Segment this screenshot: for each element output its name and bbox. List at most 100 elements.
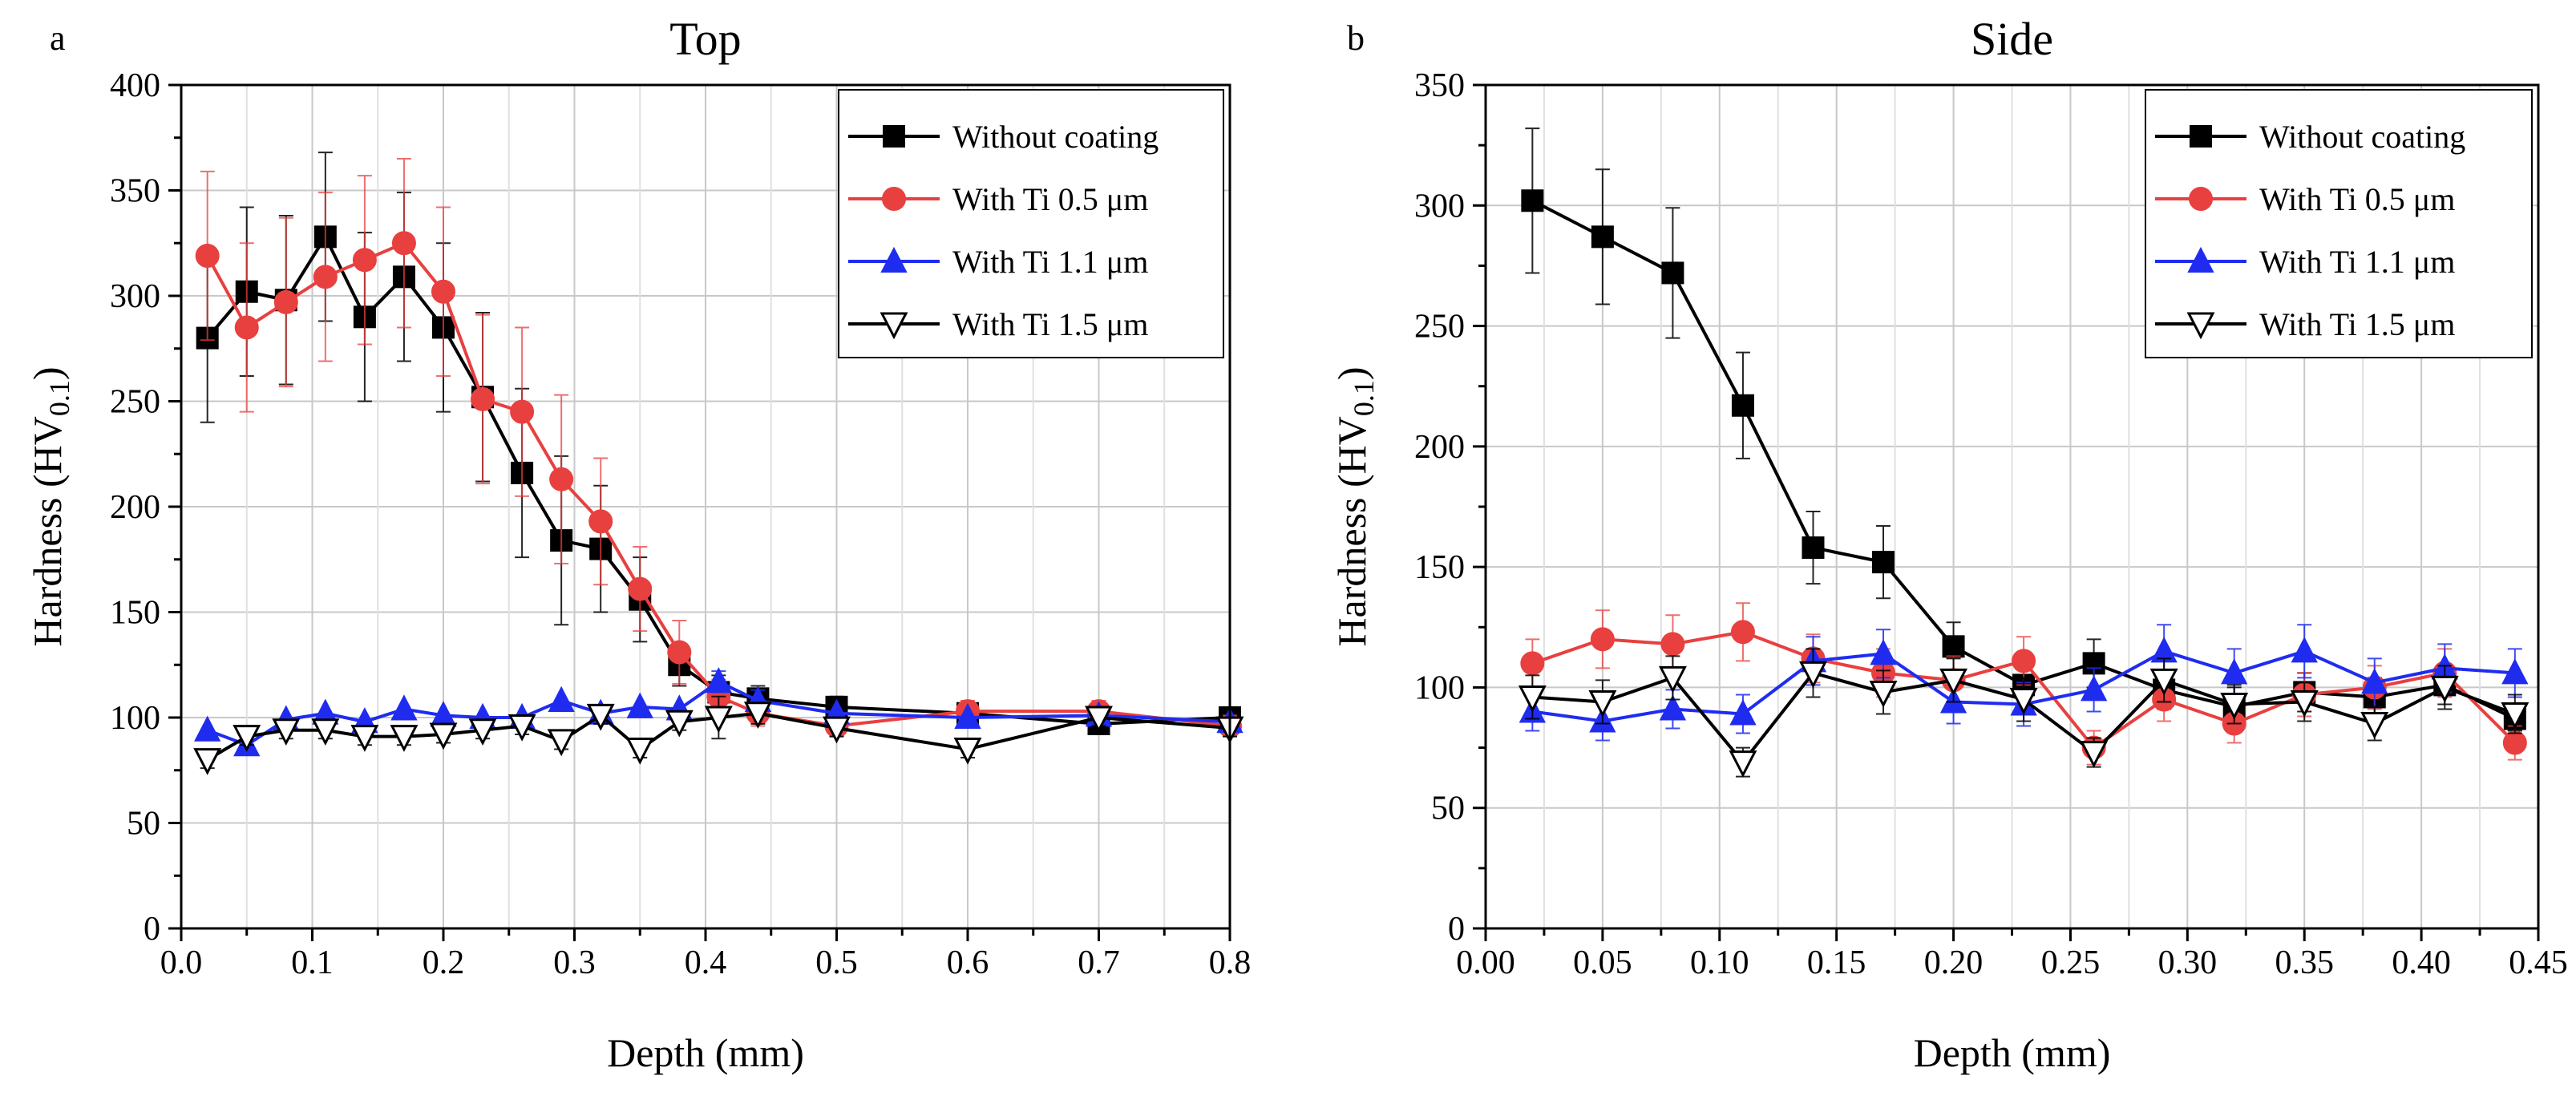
plot-area bbox=[193, 152, 1244, 775]
data-point bbox=[1731, 394, 1754, 417]
x-tick-label: 0.2 bbox=[423, 944, 465, 981]
data-point bbox=[665, 710, 694, 738]
data-point bbox=[233, 725, 261, 752]
x-axis-label: Depth (mm) bbox=[1914, 1030, 2111, 1075]
legend-label: With Ti 1.5 μm bbox=[952, 306, 1148, 342]
x-tick-label: 0.00 bbox=[1456, 944, 1515, 981]
y-tick-label: 250 bbox=[1414, 309, 1465, 346]
data-point bbox=[667, 640, 692, 665]
data-point bbox=[391, 231, 416, 256]
x-tick-label: 0.1 bbox=[291, 944, 334, 981]
legend-marker bbox=[883, 125, 905, 148]
x-tick-label: 0.25 bbox=[2041, 944, 2101, 981]
data-point bbox=[547, 729, 576, 757]
y-axis-label-sub: 0.1 bbox=[1348, 380, 1380, 416]
data-point bbox=[1661, 261, 1684, 285]
data-point bbox=[2080, 741, 2109, 768]
data-point bbox=[390, 694, 418, 721]
legend-label: With Ti 1.1 μm bbox=[952, 244, 1148, 280]
data-point bbox=[823, 716, 851, 744]
data-point bbox=[468, 718, 497, 746]
series-3 bbox=[193, 695, 1244, 775]
y-tick-label: 300 bbox=[110, 278, 160, 315]
legend-marker bbox=[2187, 246, 2214, 273]
data-point bbox=[193, 748, 222, 775]
data-point bbox=[625, 737, 654, 765]
legend-marker bbox=[2189, 187, 2213, 211]
data-point bbox=[510, 399, 535, 424]
y-tick-label: 400 bbox=[110, 67, 160, 104]
legend-label: With Ti 0.5 μm bbox=[952, 181, 1148, 217]
panel-label: a bbox=[50, 18, 66, 58]
data-point bbox=[1658, 665, 1687, 694]
data-point bbox=[2501, 658, 2529, 685]
legend-marker bbox=[880, 246, 908, 273]
legend: Without coating With Ti 0.5 μm With Ti 1.1… bbox=[838, 89, 1224, 358]
plot-frame bbox=[1484, 83, 2540, 930]
x-tick-label: 0.05 bbox=[1573, 944, 1632, 981]
data-point bbox=[2012, 649, 2036, 673]
data-point bbox=[1872, 551, 1895, 574]
data-point bbox=[549, 467, 574, 491]
data-point bbox=[953, 737, 982, 765]
data-point bbox=[2009, 687, 2038, 715]
data-point bbox=[954, 702, 981, 729]
y-axis-label-main: Hardness (HV bbox=[1329, 416, 1374, 646]
series-3 bbox=[1518, 648, 2529, 778]
chart-panel-a: a Top 0.0 0.1 0.2 0.3 0.4 0.5 0.6 0.7 0.8 0 50 100 150… bbox=[25, 13, 1251, 1075]
y-tick-label: 200 bbox=[1414, 429, 1465, 466]
data-point bbox=[1591, 225, 1614, 249]
data-point bbox=[705, 667, 732, 694]
data-point bbox=[1590, 627, 1615, 652]
data-point bbox=[195, 244, 220, 269]
x-tick-label: 0.45 bbox=[2509, 944, 2568, 981]
y-tick-label: 250 bbox=[110, 384, 160, 421]
y-axis-label: Hardness (HV0.1) bbox=[1329, 366, 1380, 646]
y-tick-label: 0 bbox=[144, 911, 160, 948]
legend-item: With Ti 0.5 μm bbox=[2155, 181, 2455, 217]
data-point bbox=[194, 715, 221, 742]
legend-label: With Ti 0.5 μm bbox=[2259, 181, 2455, 217]
chart-title: Side bbox=[1971, 13, 2053, 65]
data-point bbox=[1730, 620, 1755, 645]
data-point bbox=[350, 725, 379, 752]
data-point bbox=[1802, 536, 1825, 560]
y-axis-label-close: ) bbox=[25, 366, 70, 380]
x-tick-label: 0.0 bbox=[160, 944, 203, 981]
data-point bbox=[1942, 635, 1965, 658]
data-point bbox=[1869, 680, 1898, 708]
data-point bbox=[390, 725, 419, 752]
legend-item: With Ti 1.5 μm bbox=[848, 306, 1148, 342]
legend-item: With Ti 1.5 μm bbox=[2155, 306, 2455, 342]
data-point bbox=[272, 718, 301, 746]
y-tick-label: 300 bbox=[1414, 188, 1465, 224]
data-point bbox=[2149, 668, 2178, 696]
x-tick-label: 0.7 bbox=[1078, 944, 1120, 981]
data-point bbox=[508, 714, 536, 742]
data-point bbox=[1660, 632, 1685, 657]
x-tick-label: 0.40 bbox=[2392, 944, 2451, 981]
data-point bbox=[273, 289, 298, 314]
y-tick-label: 100 bbox=[1414, 669, 1465, 706]
y-tick-label: 50 bbox=[1431, 791, 1465, 827]
x-tick-label: 0.15 bbox=[1807, 944, 1866, 981]
data-point bbox=[1870, 639, 1897, 665]
x-tick-label: 0.20 bbox=[1924, 944, 1984, 981]
data-point bbox=[1520, 651, 1545, 676]
data-point bbox=[431, 279, 455, 304]
x-tick-label: 0.8 bbox=[1209, 944, 1252, 981]
y-tick-label: 50 bbox=[127, 806, 160, 843]
x-tick-label: 0.35 bbox=[2275, 944, 2334, 981]
panel-label: b bbox=[1347, 18, 1365, 58]
legend-item: With Ti 1.1 μm bbox=[2155, 244, 2455, 280]
data-point bbox=[1518, 685, 1547, 713]
data-point bbox=[352, 248, 377, 273]
chart-title: Top bbox=[669, 13, 741, 65]
legend-marker bbox=[2186, 312, 2215, 340]
data-point bbox=[2430, 675, 2459, 703]
legend-label: Without coating bbox=[2259, 119, 2465, 155]
data-point bbox=[471, 386, 495, 411]
data-point bbox=[1588, 689, 1617, 718]
legend-label: With Ti 1.1 μm bbox=[2259, 244, 2455, 280]
